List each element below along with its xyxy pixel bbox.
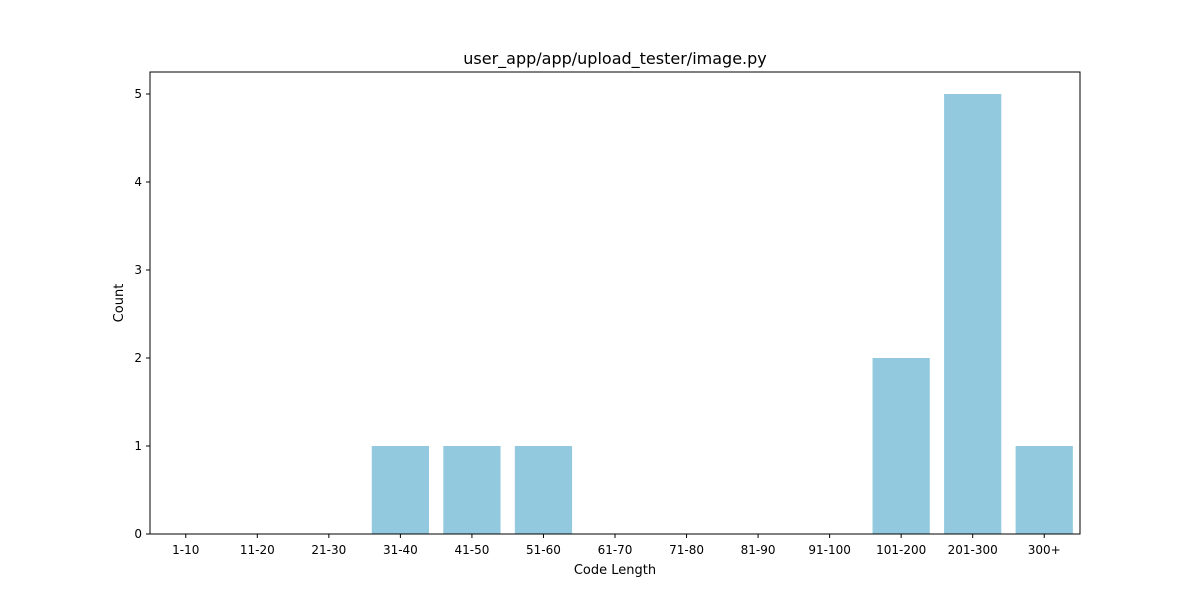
bars-group — [371, 94, 1073, 534]
y-tick-label: 0 — [134, 527, 142, 541]
x-tick-label: 21-30 — [311, 543, 346, 557]
y-tick-label: 3 — [134, 263, 142, 277]
bar-41-50 — [443, 446, 501, 534]
x-tick-label: 71-80 — [669, 543, 704, 557]
x-tick-label: 31-40 — [383, 543, 418, 557]
x-axis-ticks: 1-10 11-20 21-30 31-40 41-50 51-60 61-70 71-80 8… — [172, 534, 1061, 557]
y-tick-label: 4 — [134, 175, 142, 189]
x-tick-label: 300+ — [1028, 543, 1061, 557]
bar-300+ — [1015, 446, 1073, 534]
y-tick-label: 1 — [134, 439, 142, 453]
y-tick-label: 2 — [134, 351, 142, 365]
x-axis-label: Code Length — [574, 563, 656, 578]
x-tick-label: 201-300 — [948, 543, 998, 557]
y-axis-ticks: 0 1 2 3 4 5 — [134, 87, 150, 541]
y-axis-label: Count — [112, 284, 127, 323]
x-tick-label: 91-100 — [808, 543, 851, 557]
y-tick-label: 5 — [134, 87, 142, 101]
x-tick-label: 81-90 — [741, 543, 776, 557]
plot-frame — [149, 71, 1081, 535]
bar-31-40 — [371, 446, 429, 534]
x-tick-label: 51-60 — [526, 543, 561, 557]
x-tick-label: 11-20 — [240, 543, 275, 557]
bar-51-60 — [514, 446, 573, 534]
x-tick-label: 1-10 — [172, 543, 199, 557]
bar-101-200 — [872, 358, 930, 534]
x-tick-label: 61-70 — [598, 543, 633, 557]
x-tick-label: 101-200 — [876, 543, 926, 557]
bar-201-300 — [944, 94, 1002, 534]
chart-title: user_app/app/upload_tester/image.py — [463, 49, 767, 69]
x-tick-label: 41-50 — [454, 543, 489, 557]
